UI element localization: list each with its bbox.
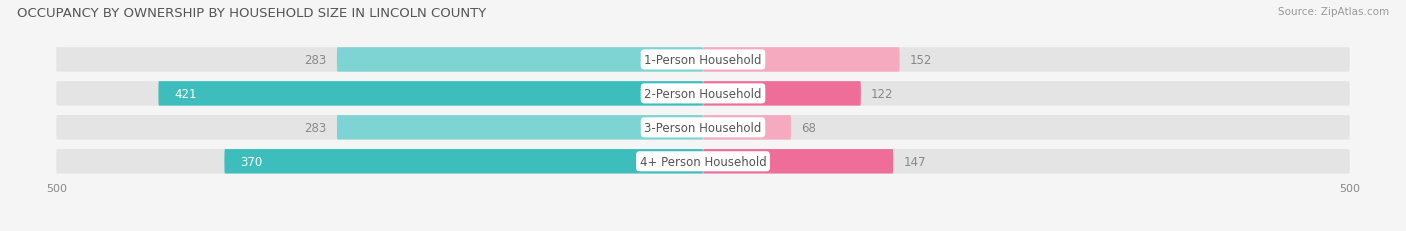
FancyBboxPatch shape <box>337 116 703 140</box>
FancyBboxPatch shape <box>703 48 900 72</box>
Text: 283: 283 <box>304 54 326 67</box>
Text: 152: 152 <box>910 54 932 67</box>
Text: 147: 147 <box>904 155 927 168</box>
FancyBboxPatch shape <box>56 82 1350 106</box>
Text: 122: 122 <box>872 88 894 100</box>
Text: OCCUPANCY BY OWNERSHIP BY HOUSEHOLD SIZE IN LINCOLN COUNTY: OCCUPANCY BY OWNERSHIP BY HOUSEHOLD SIZE… <box>17 7 486 20</box>
FancyBboxPatch shape <box>225 149 703 174</box>
FancyBboxPatch shape <box>337 48 703 72</box>
Text: 283: 283 <box>304 121 326 134</box>
Text: Source: ZipAtlas.com: Source: ZipAtlas.com <box>1278 7 1389 17</box>
Text: 4+ Person Household: 4+ Person Household <box>640 155 766 168</box>
Text: 2-Person Household: 2-Person Household <box>644 88 762 100</box>
FancyBboxPatch shape <box>56 116 1350 140</box>
FancyBboxPatch shape <box>703 82 860 106</box>
Text: 421: 421 <box>174 88 197 100</box>
FancyBboxPatch shape <box>56 149 1350 174</box>
FancyBboxPatch shape <box>703 116 792 140</box>
Text: 1-Person Household: 1-Person Household <box>644 54 762 67</box>
Text: 370: 370 <box>240 155 262 168</box>
FancyBboxPatch shape <box>703 149 893 174</box>
FancyBboxPatch shape <box>56 48 1350 72</box>
FancyBboxPatch shape <box>159 82 703 106</box>
Text: 3-Person Household: 3-Person Household <box>644 121 762 134</box>
Text: 68: 68 <box>801 121 815 134</box>
